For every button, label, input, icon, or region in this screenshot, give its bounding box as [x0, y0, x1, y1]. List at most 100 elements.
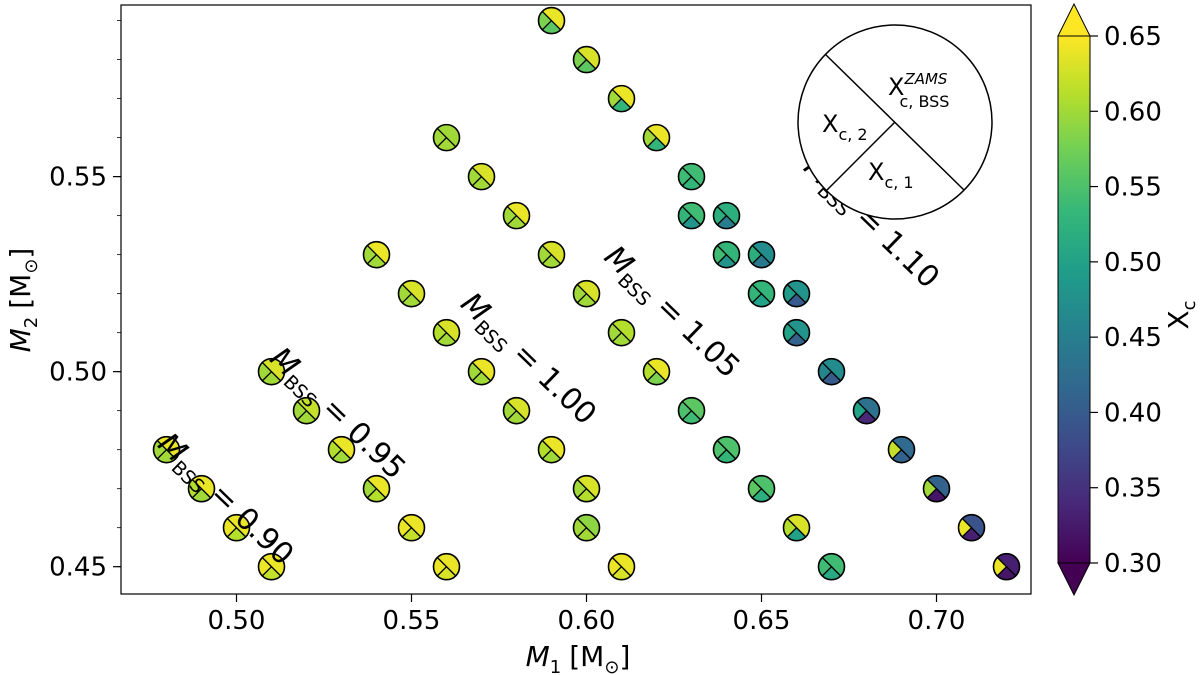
- marker-divider: [506, 215, 517, 226]
- marker-outline: [467, 357, 496, 386]
- points-layer: [152, 6, 1021, 581]
- marker-outline: [502, 396, 531, 425]
- marker-divider: [471, 176, 482, 187]
- marker-bss-half: [472, 163, 495, 186]
- marker-xc2-quarter: [783, 284, 797, 303]
- marker-bss-half: [647, 124, 670, 147]
- marker-xc2-quarter: [258, 557, 272, 576]
- marker-outline: [607, 552, 636, 581]
- colorbar-tick-label-2: 0.55: [1104, 173, 1162, 203]
- data-point: [782, 513, 811, 542]
- marker-outline: [642, 357, 671, 386]
- x-tick-label-4: 0.70: [908, 606, 966, 636]
- marker-xc2-quarter: [328, 440, 342, 459]
- marker-xc1-quarter: [577, 293, 596, 307]
- marker-xc2-quarter: [153, 440, 167, 459]
- y-tick-label-1: 0.50: [49, 358, 107, 388]
- marker-outline: [397, 279, 426, 308]
- marker-bss-half: [752, 475, 775, 498]
- marker-bss-half: [227, 514, 250, 537]
- marker-outline: [782, 513, 811, 542]
- marker-xc1-quarter: [542, 254, 561, 268]
- marker-divider: [786, 293, 797, 304]
- marker-outline: [537, 6, 566, 35]
- marker-outline: [572, 45, 601, 74]
- marker-xc1-quarter: [157, 449, 176, 463]
- marker-xc2-quarter: [573, 50, 587, 69]
- marker-outline: [362, 474, 391, 503]
- data-point: [467, 357, 496, 386]
- marker-xc1-quarter: [962, 527, 981, 541]
- marker-bss-half: [927, 475, 950, 498]
- marker-bss-half: [297, 397, 320, 420]
- marker-outline: [817, 357, 846, 386]
- marker-divider: [366, 254, 377, 265]
- marker-bss-half: [752, 280, 775, 303]
- data-point: [152, 435, 181, 464]
- data-point: [642, 123, 671, 152]
- marker-divider: [821, 371, 832, 382]
- marker-bss-half: [822, 358, 845, 381]
- marker-outline: [572, 279, 601, 308]
- marker-xc1-quarter: [717, 449, 736, 463]
- marker-bss-half: [647, 358, 670, 381]
- marker-outline: [572, 474, 601, 503]
- data-point: [572, 279, 601, 308]
- marker-divider: [366, 488, 377, 499]
- marker-xc1-quarter: [717, 254, 736, 268]
- data-point: [747, 474, 776, 503]
- marker-divider: [436, 137, 447, 148]
- marker-xc1-quarter: [647, 371, 666, 385]
- data-point: [677, 396, 706, 425]
- marker-xc1-quarter: [752, 488, 771, 502]
- marker-divider: [576, 488, 587, 499]
- marker-bss-half: [402, 514, 425, 537]
- legend: XZAMS c, BSS Xc, 2 Xc, 1: [797, 24, 993, 220]
- marker-xc2-quarter: [958, 518, 972, 537]
- marker-outline: [362, 240, 391, 269]
- legend-label-xc2: Xc, 2: [822, 110, 868, 144]
- marker-xc1-quarter: [682, 215, 701, 229]
- marker-outline: [712, 201, 741, 230]
- data-point: [467, 162, 496, 191]
- marker-xc2-quarter: [783, 323, 797, 342]
- marker-divider: [891, 449, 902, 460]
- marker-xc1-quarter: [367, 488, 386, 502]
- marker-outline: [432, 318, 461, 347]
- marker-divider: [576, 59, 587, 70]
- marker-xc1-quarter: [507, 410, 526, 424]
- marker-bss-half: [717, 241, 740, 264]
- marker-bss-half: [612, 553, 635, 576]
- data-point: [782, 318, 811, 347]
- marker-xc1-quarter: [192, 488, 211, 502]
- data-point: [502, 201, 531, 230]
- data-point: [537, 6, 566, 35]
- marker-outline: [677, 396, 706, 425]
- data-point: [327, 435, 356, 464]
- marker-xc1-quarter: [612, 98, 631, 112]
- marker-xc2-quarter: [433, 323, 447, 342]
- marker-xc2-quarter: [783, 518, 797, 537]
- marker-outline: [152, 435, 181, 464]
- marker-xc2-quarter: [608, 323, 622, 342]
- marker-xc2-quarter: [433, 557, 447, 576]
- marker-outline: [747, 474, 776, 503]
- marker-divider: [471, 371, 482, 382]
- marker-divider: [401, 527, 412, 538]
- marker-xc1-quarter: [787, 293, 806, 307]
- marker-outline: [537, 435, 566, 464]
- marker-xc2-quarter: [503, 206, 517, 225]
- marker-divider: [296, 410, 307, 421]
- marker-xc1-quarter: [577, 527, 596, 541]
- marker-outline: [432, 552, 461, 581]
- marker-xc1-quarter: [402, 527, 421, 541]
- marker-outline: [187, 474, 216, 503]
- marker-xc2-quarter: [713, 245, 727, 264]
- data-point: [852, 396, 881, 425]
- marker-bss-half: [192, 475, 215, 498]
- data-point: [257, 357, 286, 386]
- marker-outline: [747, 279, 776, 308]
- marker-bss-half: [787, 319, 810, 342]
- data-point: [747, 240, 776, 269]
- colorbar-gradient: [1057, 35, 1091, 564]
